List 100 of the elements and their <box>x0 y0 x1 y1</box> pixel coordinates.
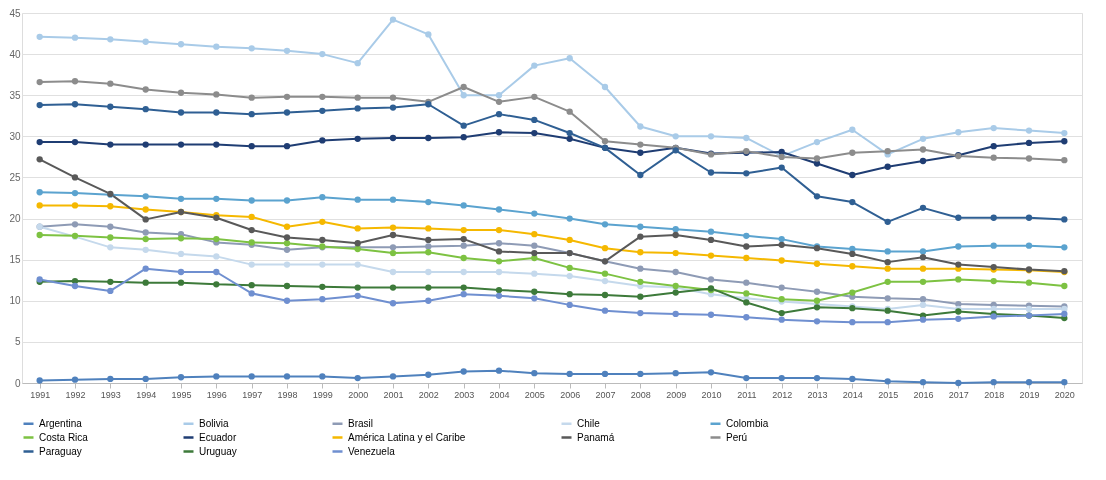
point <box>1061 310 1068 318</box>
point <box>389 231 397 239</box>
point <box>990 242 997 249</box>
point <box>1025 305 1033 313</box>
point <box>919 146 927 153</box>
legend-label: Argentina <box>39 417 83 429</box>
point <box>566 264 573 272</box>
point <box>248 110 255 118</box>
legend-label: Chile <box>577 417 601 429</box>
y-tick-label: 35 <box>9 89 21 101</box>
point <box>425 31 432 38</box>
x-tick-label: 2014 <box>842 389 863 400</box>
point <box>531 254 538 262</box>
point <box>389 94 397 101</box>
point <box>36 78 43 86</box>
point <box>248 290 255 297</box>
point <box>460 134 467 141</box>
point <box>601 245 609 252</box>
point <box>36 138 43 146</box>
x-tick-label: 2013 <box>807 389 828 400</box>
point <box>71 189 79 197</box>
point <box>990 379 997 386</box>
point <box>495 240 503 247</box>
y-tick-label: 25 <box>9 171 21 183</box>
point <box>637 223 644 230</box>
point <box>955 261 962 268</box>
x-tick-label: 2012 <box>772 389 793 400</box>
point <box>142 216 149 223</box>
point <box>107 36 114 43</box>
point <box>107 80 114 87</box>
point <box>354 135 361 142</box>
point <box>319 93 326 101</box>
point <box>213 195 220 202</box>
point <box>531 295 538 302</box>
point <box>354 94 361 101</box>
point <box>566 301 573 309</box>
point <box>319 50 326 58</box>
point <box>884 378 891 385</box>
point <box>531 210 538 217</box>
point <box>637 149 644 156</box>
point <box>813 288 821 295</box>
point <box>213 91 220 98</box>
point <box>283 234 291 241</box>
point <box>672 268 679 276</box>
point <box>389 244 397 251</box>
point <box>495 206 503 213</box>
point <box>919 135 927 142</box>
point <box>743 299 750 306</box>
point <box>884 319 891 326</box>
point <box>1025 155 1033 162</box>
point <box>531 288 538 295</box>
legend-label: Bolivia <box>199 417 229 429</box>
point <box>566 108 573 115</box>
y-tick-label: 5 <box>14 336 21 348</box>
point <box>319 261 326 268</box>
point <box>248 45 255 52</box>
x-tick-label: 2009 <box>666 389 687 400</box>
point <box>389 134 397 142</box>
point <box>1061 379 1068 386</box>
point <box>319 107 326 114</box>
point <box>142 106 149 113</box>
point <box>601 83 609 91</box>
point <box>389 196 397 203</box>
point <box>319 295 326 303</box>
point <box>213 281 220 288</box>
point <box>531 62 538 69</box>
point <box>213 235 220 243</box>
point <box>460 83 467 91</box>
point <box>248 213 255 221</box>
point <box>955 315 962 323</box>
point <box>425 297 432 304</box>
point <box>283 93 291 101</box>
point <box>71 202 79 209</box>
point <box>142 206 149 213</box>
point <box>531 249 538 257</box>
point <box>248 226 255 234</box>
y-tick-label: 30 <box>9 130 21 142</box>
point <box>1061 157 1068 164</box>
point <box>107 103 114 110</box>
point <box>283 282 291 290</box>
point <box>425 243 432 250</box>
point <box>425 249 432 256</box>
point <box>990 143 997 150</box>
point <box>460 226 467 234</box>
point <box>990 277 997 285</box>
point <box>495 268 503 276</box>
point <box>672 289 679 296</box>
point <box>495 98 503 105</box>
point <box>177 250 185 258</box>
point <box>107 223 114 230</box>
point <box>460 242 467 249</box>
point <box>142 229 149 236</box>
legend-label: Colombia <box>726 417 769 429</box>
point <box>389 373 397 380</box>
point <box>884 278 891 286</box>
point <box>955 300 962 308</box>
point <box>1061 138 1068 145</box>
point <box>460 268 467 276</box>
point <box>36 231 43 239</box>
point <box>283 197 291 204</box>
